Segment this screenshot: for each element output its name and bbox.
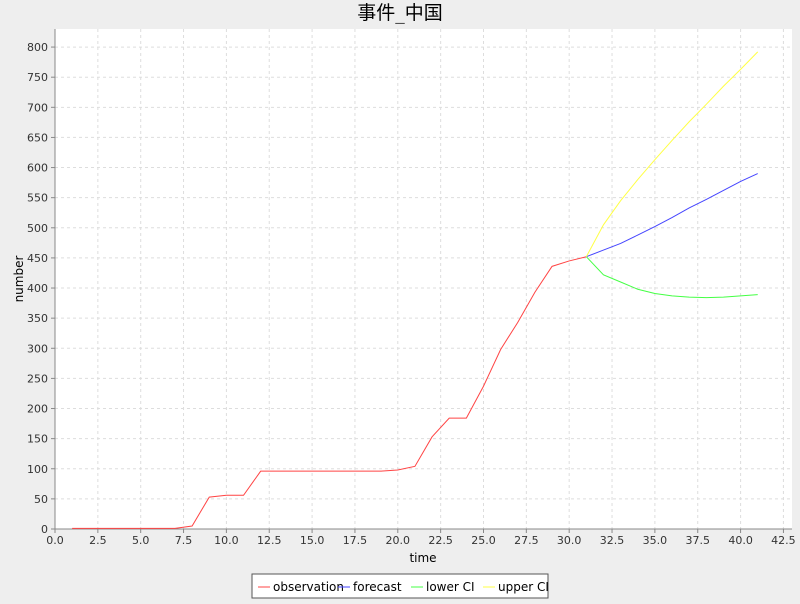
x-tick-label: 35.0 [643,534,668,547]
chart-title: 事件_中国 [357,2,443,24]
x-tick-label: 0.0 [46,534,64,547]
series-line-lower-ci [585,256,758,299]
legend-label: upper CI [498,580,549,594]
x-tick-label: 20.0 [386,534,411,547]
legend-label: forecast [353,580,402,594]
legend-items: observation forecast lower CI upper CI [258,580,549,594]
y-tick-label: 350 [27,312,48,325]
x-tick-label: 32.5 [600,534,625,547]
x-tick-label: 22.5 [428,534,453,547]
x-tick-label: 12.5 [257,534,282,547]
series-line-forecast [586,173,758,258]
x-tick-label: 17.5 [343,534,368,547]
x-tick-label: 42.5 [771,534,796,547]
legend-label: lower CI [426,580,475,594]
y-tick-label: 600 [27,162,48,175]
y-tick-label: 50 [34,493,48,506]
y-tick-label: 300 [27,342,48,355]
axes [54,29,792,530]
x-tick-label: 27.5 [514,534,539,547]
y-tick-label: 750 [27,71,48,84]
y-tick-label: 800 [27,41,48,54]
y-tick-label: 100 [27,463,48,476]
x-tick-label: 25.0 [471,534,496,547]
y-ticks: 0 50 100 150 200 250 300 350 400 450 500 550 600 650 7… [27,41,55,536]
grid [54,29,792,530]
y-tick-label: 550 [27,192,48,205]
x-ticks: 0.0 2.5 5.0 7.5 10.0 12.5 15.0 17.5 20.0 22.5 25.0… [46,529,796,547]
x-axis-label: time [409,551,436,565]
y-tick-label: 400 [27,282,48,295]
y-tick-label: 200 [27,403,48,416]
legend: observation forecast lower CI upper CI [251,573,549,599]
y-tick-label: 0 [41,523,48,536]
y-tick-label: 250 [27,372,48,385]
x-tick-label: 15.0 [300,534,325,547]
y-tick-label: 450 [27,252,48,265]
x-tick-label: 7.5 [175,534,193,547]
y-axis-label: number [12,256,26,303]
x-tick-label: 37.5 [685,534,710,547]
series-line-observation [72,256,587,529]
x-tick-label: 5.0 [132,534,150,547]
legend-label: observation [273,580,344,594]
y-tick-label: 650 [27,131,48,144]
legend-frame [251,573,549,599]
y-tick-label: 500 [27,222,48,235]
plot-area [55,29,792,529]
x-tick-label: 10.0 [214,534,239,547]
y-tick-label: 700 [27,101,48,114]
x-tick-label: 30.0 [557,534,582,547]
x-tick-label: 40.0 [728,534,753,547]
x-tick-label: 2.5 [89,534,107,547]
series [72,51,759,529]
series-line-upper-ci [585,51,759,257]
y-tick-label: 150 [27,433,48,446]
